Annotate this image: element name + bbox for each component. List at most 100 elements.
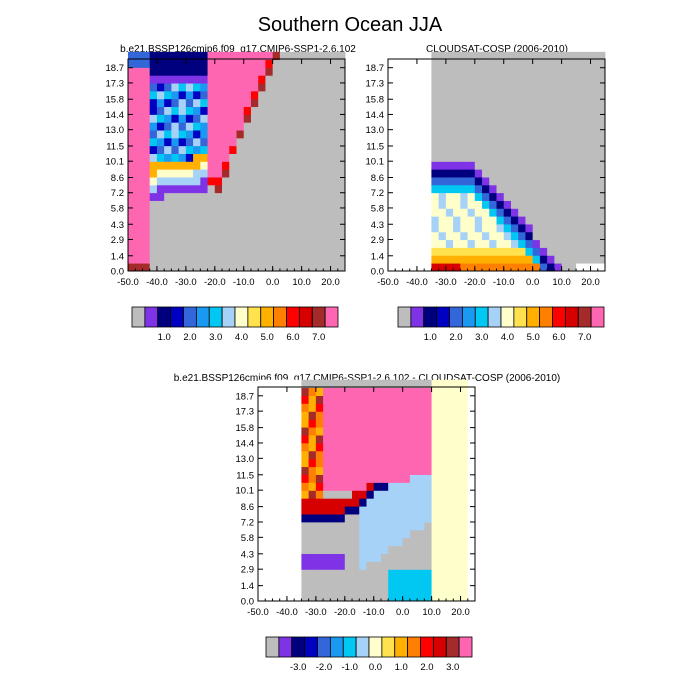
heatmap-cell xyxy=(366,506,375,515)
heatmap-cell xyxy=(243,184,252,194)
colorbar-swatch xyxy=(221,306,236,328)
heatmap-cell xyxy=(286,506,295,515)
heatmap-cell xyxy=(308,514,317,523)
heatmap-cell xyxy=(532,169,541,178)
heatmap-cell xyxy=(258,169,266,178)
heatmap-cell xyxy=(409,255,418,264)
heatmap-cell xyxy=(286,498,295,507)
colorbar-label: 2.0 xyxy=(183,332,196,343)
heatmap-cell xyxy=(279,98,288,108)
heatmap-cell xyxy=(236,98,245,108)
y-tick-label: 1.4 xyxy=(371,251,384,262)
heatmap-cell xyxy=(395,59,403,68)
heatmap-cell xyxy=(467,537,476,547)
panel-title-model: b.e21.BSSP126cmip6.f09_g17.CMIP6-SSP1-2.… xyxy=(120,44,356,55)
heatmap-cell xyxy=(438,482,447,491)
heatmap-cell xyxy=(337,98,346,108)
heatmap-cell xyxy=(388,466,396,475)
heatmap-cell xyxy=(142,255,151,264)
heatmap-cell xyxy=(366,545,375,554)
heatmap-cell xyxy=(402,216,411,225)
heatmap-cell xyxy=(395,247,403,256)
heatmap-cell xyxy=(417,403,425,412)
heatmap-cell xyxy=(308,239,317,248)
heatmap-cell xyxy=(142,216,151,225)
heatmap-cell xyxy=(258,59,266,68)
heatmap-cell xyxy=(388,239,396,248)
heatmap-cell xyxy=(496,161,505,170)
heatmap-cell xyxy=(308,106,317,115)
heatmap-cell xyxy=(294,106,302,115)
heatmap-cell xyxy=(438,395,447,404)
heatmap-cell xyxy=(156,90,165,100)
heatmap-cell xyxy=(178,153,187,162)
x-tick-label: -50.0 xyxy=(377,277,399,288)
heatmap-cell xyxy=(561,263,570,272)
heatmap-cell xyxy=(366,498,375,507)
heatmap-cell xyxy=(156,122,165,131)
heatmap-cell xyxy=(207,177,216,186)
heatmap-cell xyxy=(438,247,447,256)
heatmap-cell xyxy=(265,442,273,452)
heatmap-cell xyxy=(402,514,411,523)
heatmap-cell xyxy=(164,114,172,123)
heatmap-cell xyxy=(395,114,403,123)
heatmap-cell xyxy=(554,192,562,201)
heatmap-cell xyxy=(424,498,432,507)
colorbar-swatch xyxy=(324,306,339,328)
heatmap-cell xyxy=(337,466,346,475)
heatmap-cell xyxy=(222,208,230,217)
heatmap-cell xyxy=(330,169,339,178)
heatmap-cell xyxy=(279,482,288,491)
heatmap-cell xyxy=(301,247,310,256)
heatmap-cell xyxy=(417,458,425,468)
heatmap-cell xyxy=(243,208,252,217)
heatmap-cell xyxy=(337,114,346,123)
heatmap-cell xyxy=(460,387,469,396)
heatmap-cell xyxy=(323,585,331,594)
colorbar-swatch xyxy=(298,306,313,328)
heatmap-cell xyxy=(258,506,266,515)
heatmap-cell xyxy=(185,247,194,256)
heatmap-cell xyxy=(344,561,353,570)
heatmap-cell xyxy=(366,514,375,523)
heatmap-cell xyxy=(272,122,281,131)
heatmap-cell xyxy=(193,153,201,162)
heatmap-cell xyxy=(539,114,548,123)
heatmap-cell xyxy=(395,466,404,475)
heatmap-cell xyxy=(576,75,584,84)
heatmap-cell xyxy=(453,379,461,389)
heatmap-cell xyxy=(359,514,367,523)
heatmap-cell xyxy=(395,545,404,554)
heatmap-cell xyxy=(207,83,216,92)
heatmap-cell xyxy=(597,67,606,76)
heatmap-cell xyxy=(164,90,172,100)
heatmap-cell xyxy=(352,529,360,539)
heatmap-cell xyxy=(554,177,562,186)
y-tick-label: 7.2 xyxy=(241,517,254,528)
heatmap-cell xyxy=(416,145,425,154)
heatmap-cell xyxy=(135,231,143,241)
heatmap-cell xyxy=(301,224,310,233)
heatmap-cell xyxy=(460,263,468,272)
heatmap-cell xyxy=(395,387,404,396)
heatmap-cell xyxy=(316,137,324,147)
heatmap-cell xyxy=(395,231,403,241)
heatmap-cell xyxy=(503,137,512,147)
heatmap-cell xyxy=(474,169,483,178)
heatmap-cell xyxy=(207,184,216,194)
heatmap-cell xyxy=(431,537,440,547)
heatmap-cell xyxy=(214,192,223,201)
heatmap-cell xyxy=(453,585,461,594)
heatmap-cell xyxy=(308,529,317,539)
heatmap-cell xyxy=(258,553,266,562)
colorbar-swatch xyxy=(539,306,553,328)
heatmap-cell xyxy=(554,247,562,256)
heatmap-cell xyxy=(431,561,440,570)
heatmap-cell xyxy=(431,200,440,209)
heatmap-cell xyxy=(308,585,317,594)
heatmap-cell xyxy=(294,561,302,570)
heatmap-cell xyxy=(445,231,454,241)
heatmap-cell xyxy=(330,177,339,186)
y-tick-label: 17.3 xyxy=(366,78,385,89)
